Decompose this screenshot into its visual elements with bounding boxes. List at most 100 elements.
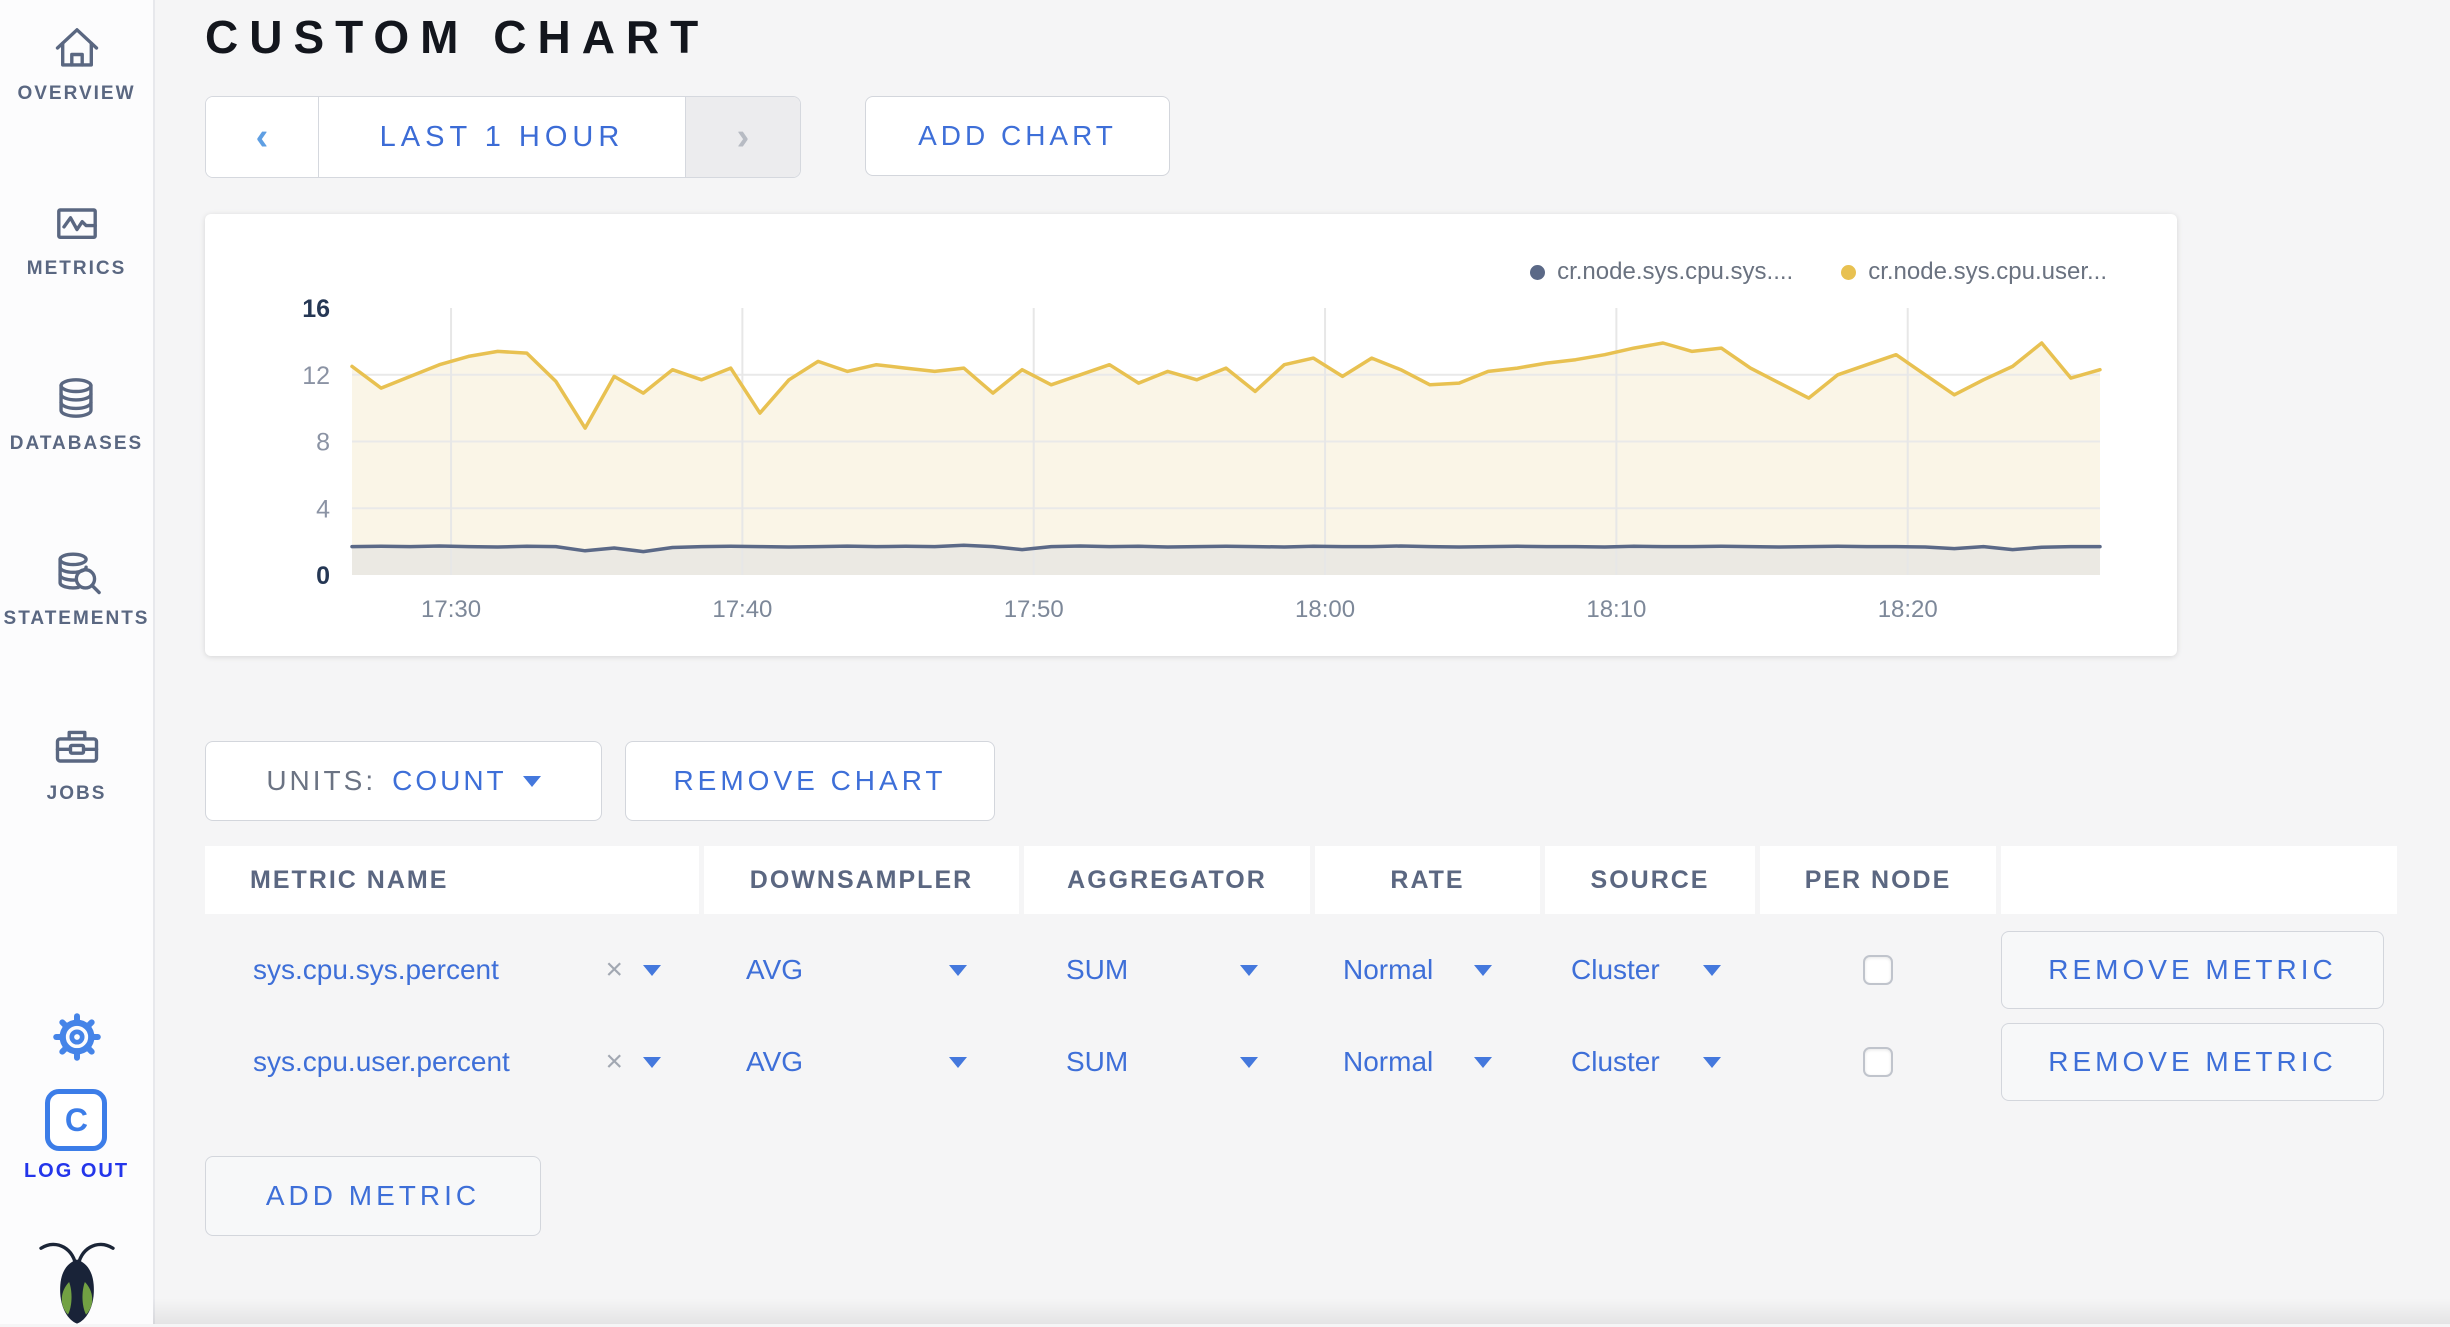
sidebar: OVERVIEW METRICS DATABASES bbox=[0, 0, 155, 1324]
svg-text:17:30: 17:30 bbox=[421, 596, 481, 623]
chart-options-row: UNITS: COUNT REMOVE CHART bbox=[205, 741, 2450, 821]
per-node-checkbox[interactable] bbox=[1863, 955, 1893, 985]
home-icon bbox=[51, 22, 103, 74]
time-range-picker: ‹ LAST 1 HOUR › bbox=[205, 96, 801, 178]
svg-text:18:00: 18:00 bbox=[1295, 596, 1355, 623]
chevron-down-icon bbox=[1703, 1056, 1721, 1068]
source-value: Cluster bbox=[1571, 1046, 1660, 1077]
units-value: COUNT bbox=[392, 765, 507, 796]
per-node-cell bbox=[1760, 1047, 1996, 1077]
source-dropdown[interactable]: Cluster bbox=[1545, 954, 1755, 986]
remove-metric-button[interactable]: REMOVE METRIC bbox=[2001, 931, 2384, 1009]
chevron-down-icon bbox=[1240, 964, 1258, 976]
svg-text:16: 16 bbox=[302, 295, 330, 323]
chevron-down-icon bbox=[1474, 964, 1492, 976]
metric-name-dropdown[interactable]: sys.cpu.sys.percent × bbox=[205, 954, 699, 986]
source-value: Cluster bbox=[1571, 954, 1660, 985]
sidebar-item-overview[interactable]: OVERVIEW bbox=[17, 22, 135, 105]
logout-button[interactable]: C LOG OUT bbox=[24, 1089, 129, 1183]
downsampler-dropdown[interactable]: AVG bbox=[704, 954, 1019, 986]
time-range-prev-button[interactable]: ‹ bbox=[206, 97, 318, 177]
chevron-down-icon bbox=[522, 775, 541, 787]
remove-metric-button[interactable]: REMOVE METRIC bbox=[2001, 1023, 2384, 1101]
sidebar-item-jobs[interactable]: JOBS bbox=[47, 722, 107, 805]
metrics-line-chart: 0 4 8 12 16 17:30 17:40 17:50 18:00 18:10 18:20 bbox=[302, 295, 2102, 623]
metric-name-value: sys.cpu.sys.percent bbox=[253, 954, 499, 985]
sidebar-item-databases[interactable]: DATABASES bbox=[10, 372, 143, 455]
sidebar-item-label: DATABASES bbox=[9, 433, 144, 454]
clear-metric-icon[interactable]: × bbox=[605, 1045, 623, 1078]
legend-item-sys[interactable]: cr.node.sys.cpu.sys.... bbox=[1530, 258, 1793, 286]
add-chart-button[interactable]: ADD CHART bbox=[865, 96, 1170, 176]
column-header-actions bbox=[2001, 846, 2397, 914]
chevron-down-icon bbox=[1240, 1056, 1258, 1068]
downsampler-value: AVG bbox=[746, 954, 804, 985]
remove-chart-button[interactable]: REMOVE CHART bbox=[625, 741, 995, 821]
svg-text:18:10: 18:10 bbox=[1586, 596, 1646, 623]
table-row: sys.cpu.user.percent × AVG SUM Normal bbox=[205, 1016, 2397, 1108]
table-row: sys.cpu.sys.percent × AVG SUM Normal bbox=[205, 924, 2397, 1016]
chart-panel: cr.node.sys.cpu.sys.... cr.node.sys.cpu.… bbox=[205, 214, 2177, 656]
sidebar-item-label: STATEMENTS bbox=[3, 608, 150, 629]
cockroachdb-bug-logo bbox=[31, 1237, 123, 1327]
logout-label: LOG OUT bbox=[23, 1160, 130, 1182]
svg-text:18:20: 18:20 bbox=[1878, 596, 1938, 623]
svg-text:4: 4 bbox=[316, 495, 330, 523]
settings-gear-button[interactable] bbox=[51, 1011, 103, 1063]
metric-name-dropdown[interactable]: sys.cpu.user.percent × bbox=[205, 1046, 699, 1078]
legend-dot-icon bbox=[1841, 264, 1857, 280]
source-dropdown[interactable]: Cluster bbox=[1545, 1046, 1755, 1078]
time-range-value-button[interactable]: LAST 1 HOUR bbox=[318, 97, 686, 177]
svg-text:8: 8 bbox=[316, 429, 330, 457]
page-title: CUSTOM CHART bbox=[205, 11, 710, 63]
briefcase-icon bbox=[51, 722, 103, 774]
downsampler-dropdown[interactable]: AVG bbox=[704, 1046, 1019, 1078]
aggregator-dropdown[interactable]: SUM bbox=[1024, 954, 1310, 986]
add-metric-button[interactable]: ADD METRIC bbox=[205, 1156, 541, 1236]
main-content: CUSTOM CHART ‹ LAST 1 HOUR › ADD CHART c… bbox=[155, 0, 2450, 1324]
downsampler-value: AVG bbox=[746, 1046, 804, 1077]
legend-label: cr.node.sys.cpu.user... bbox=[1868, 258, 2107, 285]
svg-text:17:40: 17:40 bbox=[712, 596, 772, 623]
sidebar-item-metrics[interactable]: METRICS bbox=[27, 197, 127, 280]
legend-label: cr.node.sys.cpu.sys.... bbox=[1557, 258, 1794, 285]
metric-table-header: METRIC NAME DOWNSAMPLER AGGREGATOR RATE … bbox=[205, 846, 2397, 914]
aggregator-dropdown[interactable]: SUM bbox=[1024, 1046, 1310, 1078]
c-letter: C bbox=[64, 1101, 89, 1138]
controls-row: ‹ LAST 1 HOUR › ADD CHART bbox=[205, 96, 2450, 178]
cockroach-c-icon: C bbox=[45, 1089, 108, 1151]
svg-text:12: 12 bbox=[302, 362, 330, 390]
units-dropdown[interactable]: UNITS: COUNT bbox=[205, 741, 602, 821]
chevron-down-icon bbox=[1703, 964, 1721, 976]
actions-cell: REMOVE METRIC bbox=[2001, 1023, 2397, 1101]
clear-metric-icon[interactable]: × bbox=[605, 953, 623, 986]
per-node-cell bbox=[1760, 955, 1996, 985]
rate-dropdown[interactable]: Normal bbox=[1315, 1046, 1540, 1078]
actions-cell: REMOVE METRIC bbox=[2001, 931, 2397, 1009]
chevron-down-icon bbox=[643, 964, 661, 976]
database-icon bbox=[50, 372, 102, 424]
column-header-aggregator: AGGREGATOR bbox=[1024, 846, 1310, 914]
aggregator-value: SUM bbox=[1066, 954, 1129, 985]
column-header-metric-name: METRIC NAME bbox=[205, 846, 699, 914]
line-chart-icon bbox=[51, 197, 103, 249]
svg-text:0: 0 bbox=[316, 562, 330, 590]
sidebar-item-label: METRICS bbox=[26, 258, 127, 279]
time-range-next-button[interactable]: › bbox=[686, 97, 800, 177]
rate-value: Normal bbox=[1343, 954, 1434, 985]
units-label: UNITS: bbox=[266, 765, 377, 796]
chart-legend: cr.node.sys.cpu.sys.... cr.node.sys.cpu.… bbox=[1530, 258, 2107, 286]
sidebar-item-label: JOBS bbox=[46, 783, 107, 804]
sidebar-item-label: OVERVIEW bbox=[17, 83, 136, 104]
sidebar-item-statements[interactable]: STATEMENTS bbox=[4, 547, 150, 630]
rate-value: Normal bbox=[1343, 1046, 1434, 1077]
chevron-down-icon bbox=[949, 964, 967, 976]
column-header-per-node: PER NODE bbox=[1760, 846, 1996, 914]
gear-icon bbox=[51, 1011, 103, 1063]
per-node-checkbox[interactable] bbox=[1863, 1047, 1893, 1077]
legend-item-user[interactable]: cr.node.sys.cpu.user... bbox=[1841, 258, 2107, 286]
metric-name-value: sys.cpu.user.percent bbox=[253, 1046, 510, 1077]
rate-dropdown[interactable]: Normal bbox=[1315, 954, 1540, 986]
column-header-source: SOURCE bbox=[1545, 846, 1755, 914]
